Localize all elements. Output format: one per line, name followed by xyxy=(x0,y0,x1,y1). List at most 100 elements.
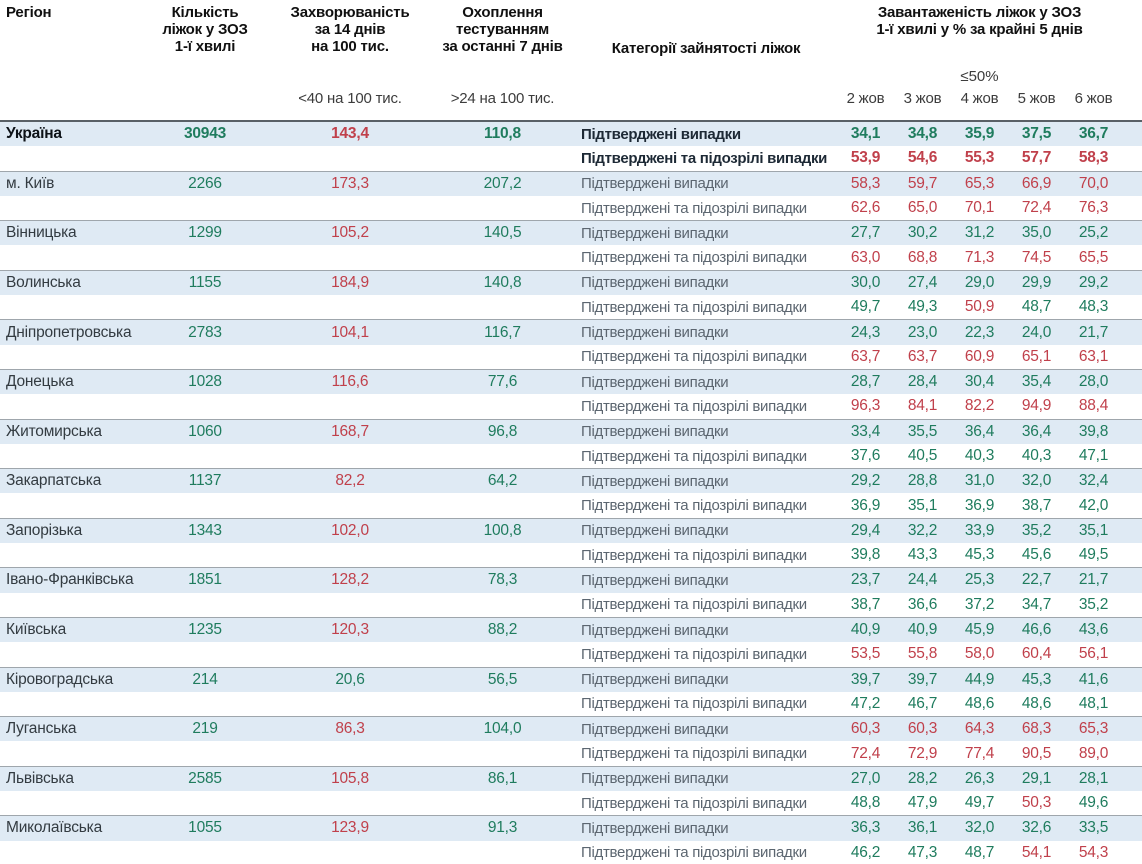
category-label: Підтверджені та підозрілі випадки xyxy=(581,249,807,267)
occupancy-value: 45,9 xyxy=(964,621,995,639)
occupancy-value: 32,4 xyxy=(1078,472,1109,490)
date-header: 3 жов xyxy=(903,90,942,107)
occupancy-value: 46,6 xyxy=(1021,621,1052,639)
table-row: Івано-Франківська 1851 128,2 78,3 Підтвердже… xyxy=(0,568,1142,593)
table-row: Підтверджені та підозрілі випадки 36,9 35,… xyxy=(0,493,1142,517)
table-row: Підтверджені та підозрілі випадки 62,6 65,… xyxy=(0,196,1142,220)
occupancy-value: 60,3 xyxy=(850,720,881,738)
occupancy-value: 58,3 xyxy=(850,174,881,192)
occupancy-value: 50,3 xyxy=(1021,794,1052,812)
occupancy-value: 63,7 xyxy=(907,347,938,365)
region-name: Волинська xyxy=(6,273,81,291)
occupancy-value: 48,3 xyxy=(1078,298,1109,316)
testing-value: 104,0 xyxy=(483,720,522,738)
occupancy-value: 35,4 xyxy=(1021,373,1052,391)
table-row: Підтверджені та підозрілі випадки 46,2 47,… xyxy=(0,841,1142,864)
occupancy-value: 29,2 xyxy=(850,472,881,490)
category-label: Підтверджені та підозрілі випадки xyxy=(581,348,807,366)
testing-value: 96,8 xyxy=(487,422,518,440)
occupancy-value: 39,8 xyxy=(850,546,881,564)
testing-value: 78,3 xyxy=(487,571,518,589)
occupancy-value: 48,6 xyxy=(1021,694,1052,712)
category-label: Підтверджені випадки xyxy=(581,175,729,193)
testing-value: 116,7 xyxy=(484,323,521,341)
occupancy-value: 63,0 xyxy=(850,248,881,266)
occupancy-value: 65,3 xyxy=(964,174,995,192)
occupancy-value: 46,2 xyxy=(850,843,881,861)
occupancy-value: 36,1 xyxy=(907,819,938,837)
region-name: Луганська xyxy=(6,720,77,738)
occupancy-value: 54,1 xyxy=(1021,843,1052,861)
occupancy-value: 47,3 xyxy=(907,843,938,861)
beds-value: 1155 xyxy=(188,273,222,291)
beds-value: 30943 xyxy=(183,125,227,143)
category-label: Підтверджені випадки xyxy=(581,522,729,540)
incidence-value: 120,3 xyxy=(331,621,369,639)
occupancy-value: 74,5 xyxy=(1021,248,1052,266)
occupancy-value: 32,0 xyxy=(1021,472,1052,490)
column-header-testing: Охоплення тестуванням за останні 7 днів xyxy=(442,4,563,55)
table-row: Підтверджені та підозрілі випадки 48,8 47,… xyxy=(0,791,1142,815)
table-body: Україна 30943 143,4 110,8 Підтверджені випад… xyxy=(0,120,1142,864)
occupancy-value: 59,7 xyxy=(907,174,938,192)
category-label: Підтверджені випадки xyxy=(581,224,729,242)
table-row: Підтверджені та підозрілі випадки 63,0 68,… xyxy=(0,245,1142,269)
beds-value: 2266 xyxy=(188,174,222,192)
region-block: Івано-Франківська 1851 128,2 78,3 Підтвердже… xyxy=(0,567,1142,617)
date-header: 2 жов xyxy=(846,90,885,107)
region-name: Закарпатська xyxy=(6,472,102,490)
occupancy-value: 29,9 xyxy=(1021,273,1052,291)
table-row: Підтверджені та підозрілі випадки 96,3 84,… xyxy=(0,394,1142,418)
incidence-value: 173,3 xyxy=(331,174,369,192)
table-row: Закарпатська 1137 82,2 64,2 Підтверджені вип… xyxy=(0,469,1142,494)
incidence-value: 128,2 xyxy=(331,571,369,589)
occupancy-value: 47,1 xyxy=(1078,447,1109,464)
occupancy-value: 31,0 xyxy=(964,472,995,490)
occupancy-value: 34,7 xyxy=(1021,595,1052,613)
occupancy-value: 65,1 xyxy=(1021,347,1052,365)
beds-value: 1851 xyxy=(188,571,222,589)
occupancy-value: 60,4 xyxy=(1021,645,1052,663)
table-row: Підтверджені та підозрілі випадки 37,6 40,… xyxy=(0,444,1142,468)
table-row: Кіровоградська 214 20,6 56,5 Підтверджені ви… xyxy=(0,667,1142,692)
category-label: Підтверджені випадки xyxy=(581,819,729,837)
region-block: Україна 30943 143,4 110,8 Підтверджені випад… xyxy=(0,120,1142,171)
occupancy-value: 28,1 xyxy=(1078,769,1109,787)
table-row: Вінницька 1299 105,2 140,5 Підтверджені випа… xyxy=(0,221,1142,246)
occupancy-value: 72,4 xyxy=(850,744,881,762)
occupancy-value: 35,1 xyxy=(907,496,938,514)
category-label: Підтверджені випадки xyxy=(581,770,729,788)
region-block: Миколаївська 1055 123,9 91,3 Підтверджені ви… xyxy=(0,815,1142,864)
region-name: Львівська xyxy=(6,769,74,787)
occupancy-value: 30,4 xyxy=(964,373,995,391)
occupancy-value: 34,1 xyxy=(850,125,881,143)
occupancy-value: 36,3 xyxy=(850,819,881,837)
table-row: м. Київ 2266 173,3 207,2 Підтверджені випадк… xyxy=(0,171,1142,196)
occupancy-value: 27,7 xyxy=(850,224,881,242)
occupancy-value: 49,7 xyxy=(850,298,881,316)
category-label: Підтверджені випадки xyxy=(581,324,729,342)
occupancy-value: 28,4 xyxy=(907,373,938,391)
region-block: Вінницька 1299 105,2 140,5 Підтверджені випа… xyxy=(0,220,1142,270)
occupancy-value: 48,6 xyxy=(964,694,995,712)
occupancy-value: 63,7 xyxy=(850,347,881,365)
incidence-value: 105,8 xyxy=(331,769,369,787)
testing-value: 140,8 xyxy=(483,273,522,291)
occupancy-value: 27,4 xyxy=(907,273,938,291)
category-label: Підтверджені випадки xyxy=(581,373,729,391)
occupancy-value: 72,4 xyxy=(1021,199,1052,217)
beds-value: 1028 xyxy=(188,373,222,391)
occupancy-value: 68,8 xyxy=(907,248,938,266)
table-row: Підтверджені та підозрілі випадки 63,7 63,… xyxy=(0,345,1142,369)
category-label: Підтверджені та підозрілі випадки xyxy=(581,497,807,515)
table-row: Київська 1235 120,3 88,2 Підтверджені випадк… xyxy=(0,617,1142,643)
occupancy-value: 39,7 xyxy=(907,670,938,688)
occupancy-value: 39,8 xyxy=(1078,422,1109,440)
beds-value: 2585 xyxy=(188,769,222,787)
occupancy-value: 33,9 xyxy=(964,521,995,539)
category-label: Підтверджені та підозрілі випадки xyxy=(581,199,807,217)
occupancy-value: 32,2 xyxy=(907,521,938,539)
category-label: Підтверджені та підозрілі випадки xyxy=(581,794,807,812)
occupancy-value: 37,2 xyxy=(964,595,995,613)
testing-value: 86,1 xyxy=(487,769,518,787)
